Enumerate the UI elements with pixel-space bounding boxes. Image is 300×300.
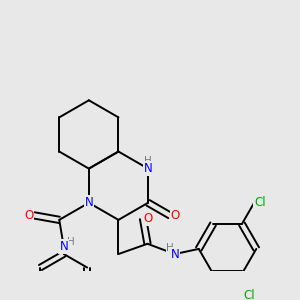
Text: H: H xyxy=(167,243,174,253)
Text: N: N xyxy=(170,248,179,260)
Text: H: H xyxy=(67,237,75,247)
Text: N: N xyxy=(144,162,152,175)
Text: Cl: Cl xyxy=(254,196,266,209)
Text: O: O xyxy=(24,209,33,222)
Text: H: H xyxy=(144,156,152,167)
Text: O: O xyxy=(144,212,153,225)
Text: Cl: Cl xyxy=(243,289,255,300)
Text: O: O xyxy=(171,209,180,222)
Text: N: N xyxy=(85,196,93,209)
Text: N: N xyxy=(59,240,68,253)
